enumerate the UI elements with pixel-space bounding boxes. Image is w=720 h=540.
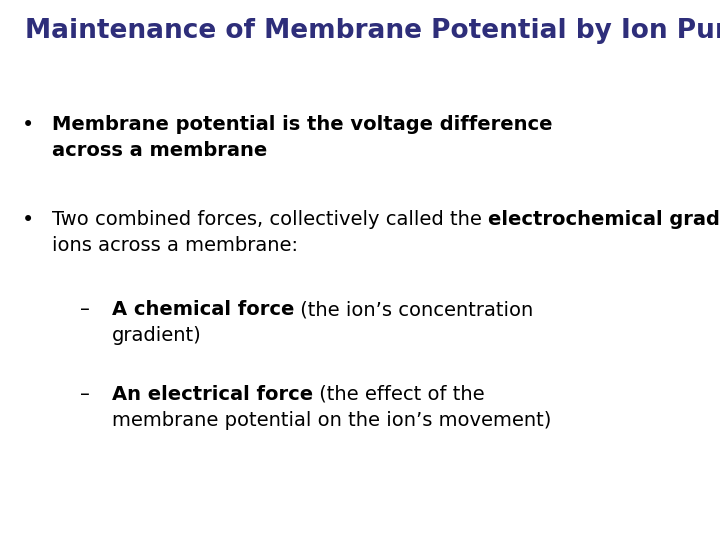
Text: –: – xyxy=(80,300,90,319)
Text: electrochemical gradient: electrochemical gradient xyxy=(488,210,720,229)
Text: •: • xyxy=(22,115,35,135)
Text: A chemical force: A chemical force xyxy=(112,300,294,319)
Text: (the effect of the: (the effect of the xyxy=(313,385,485,404)
Text: ions across a membrane:: ions across a membrane: xyxy=(52,236,298,255)
Text: gradient): gradient) xyxy=(112,326,202,345)
Text: membrane potential on the ion’s movement): membrane potential on the ion’s movement… xyxy=(112,411,552,430)
Text: An electrical force: An electrical force xyxy=(112,385,313,404)
Text: Membrane potential is the voltage difference: Membrane potential is the voltage differ… xyxy=(52,115,552,134)
Text: •: • xyxy=(22,210,35,230)
Text: Maintenance of Membrane Potential by Ion Pumps: Maintenance of Membrane Potential by Ion… xyxy=(25,18,720,44)
Text: across a membrane: across a membrane xyxy=(52,141,267,160)
Text: –: – xyxy=(80,385,90,404)
Text: Two combined forces, collectively called the: Two combined forces, collectively called… xyxy=(52,210,488,229)
Text: (the ion’s concentration: (the ion’s concentration xyxy=(294,300,534,319)
